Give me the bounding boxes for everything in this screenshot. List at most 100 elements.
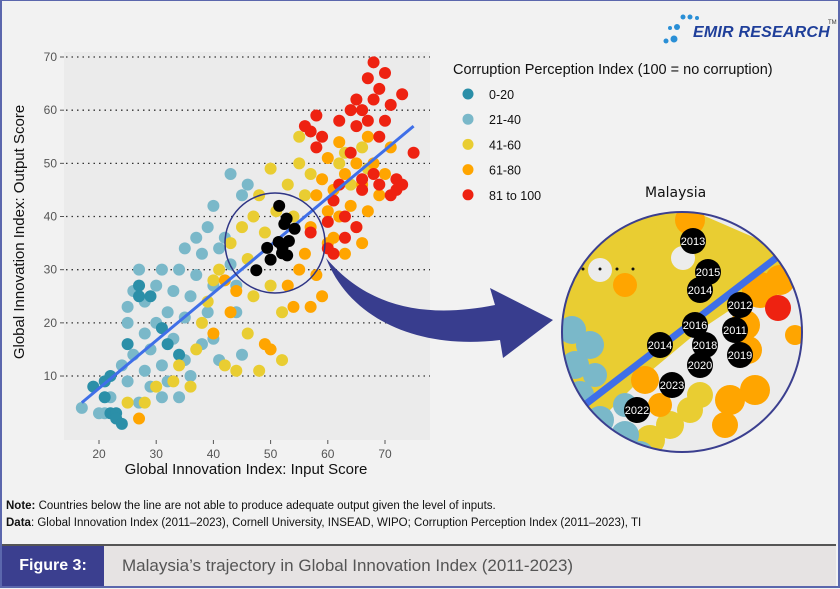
data-point — [310, 109, 323, 122]
data-point — [287, 300, 300, 313]
data-point — [344, 146, 357, 159]
inset-malaysia-point — [727, 342, 753, 368]
data-point — [384, 98, 397, 111]
data-point — [350, 120, 363, 133]
data-point — [338, 167, 351, 180]
data-point — [379, 167, 391, 180]
data-point — [373, 178, 386, 191]
data-point — [121, 316, 134, 329]
data-point — [338, 210, 351, 223]
data-point — [264, 162, 277, 175]
data-point — [184, 380, 197, 393]
data-point — [304, 300, 317, 313]
data-point — [321, 215, 334, 228]
data-point — [304, 167, 317, 180]
data-point — [167, 284, 180, 297]
data-point — [321, 152, 334, 165]
data-point — [350, 93, 363, 106]
data-point — [367, 93, 380, 106]
note-line: Note: Countries below the line are not a… — [6, 498, 641, 515]
emir-research-logo: EMIR RESEARCH TM — [660, 8, 837, 48]
data-point — [304, 226, 317, 239]
data-point — [236, 189, 248, 202]
data-point — [133, 412, 146, 425]
data-point — [373, 130, 386, 143]
data-point — [213, 242, 226, 255]
data-point — [150, 279, 163, 292]
data-point — [396, 178, 409, 191]
logo-tm: TM — [828, 20, 837, 26]
data-point — [361, 72, 374, 85]
data-point — [133, 263, 146, 276]
data-point — [333, 136, 346, 149]
data-point — [379, 66, 391, 79]
data-point — [379, 114, 391, 127]
y-tick-label: 30 — [44, 263, 58, 277]
data-point — [207, 274, 220, 287]
inset-malaysia-point — [722, 317, 748, 343]
data-point — [98, 391, 111, 404]
data-point — [133, 279, 146, 292]
data-point — [327, 194, 340, 207]
data-point — [367, 167, 380, 180]
malaysia-point — [261, 241, 274, 254]
x-tick-label: 40 — [207, 447, 221, 461]
data-point — [321, 205, 334, 218]
data-point — [190, 268, 203, 281]
data-point — [167, 375, 180, 388]
data-point — [224, 258, 237, 271]
x-tick-label: 60 — [321, 447, 335, 461]
highlight-circle — [224, 192, 326, 294]
data-point — [184, 290, 197, 303]
inset-malaysia-point — [680, 228, 706, 254]
data-point — [333, 178, 346, 191]
data-point — [201, 221, 214, 234]
inset-year-label: 2012 — [728, 300, 752, 312]
data-point — [344, 199, 357, 212]
inset-year-label: 2014 — [648, 340, 672, 352]
data-point — [316, 290, 329, 303]
legend-marker — [462, 88, 474, 100]
malaysia-inset: 2013 2015 2014 2012 2011 2016 2018 2014 2020 2019… — [562, 212, 802, 452]
data-point — [310, 141, 323, 154]
data-point — [367, 56, 380, 69]
y-tick-label: 10 — [44, 369, 58, 383]
inset-title: Malaysia — [645, 185, 706, 201]
data-point — [195, 316, 208, 329]
y-tick-label: 50 — [44, 156, 58, 170]
data-point — [338, 231, 351, 244]
data-point — [396, 88, 409, 101]
data-point — [253, 364, 266, 377]
data-point — [310, 189, 323, 202]
y-tick-label: 20 — [44, 316, 58, 330]
legend-marker — [462, 113, 474, 125]
data-point — [218, 359, 231, 372]
data-point — [207, 327, 220, 340]
data-point — [133, 290, 146, 303]
notes: Note: Countries below the line are not a… — [6, 498, 641, 532]
data-point — [121, 338, 134, 351]
data-point — [241, 178, 254, 191]
data-point — [356, 173, 369, 186]
data-point — [144, 290, 157, 303]
data-point — [264, 343, 277, 356]
data-point — [230, 284, 243, 297]
data-point — [195, 247, 208, 260]
data-point — [236, 348, 248, 361]
legend-title: Corruption Perception Index (100 = no co… — [453, 62, 773, 78]
data-point — [327, 247, 340, 260]
data-point — [333, 157, 346, 170]
inset-year-label: 2016 — [683, 320, 707, 332]
data-point — [344, 104, 357, 117]
data-point — [161, 306, 174, 319]
data-point — [121, 300, 134, 313]
data-point — [350, 221, 363, 234]
data-point — [247, 290, 260, 303]
zoom-arrow-icon — [326, 258, 553, 358]
malaysia-point — [250, 264, 263, 277]
note-label: Note: — [6, 500, 36, 512]
data-point — [304, 125, 317, 138]
data-point — [173, 348, 186, 361]
data-point — [373, 82, 386, 95]
